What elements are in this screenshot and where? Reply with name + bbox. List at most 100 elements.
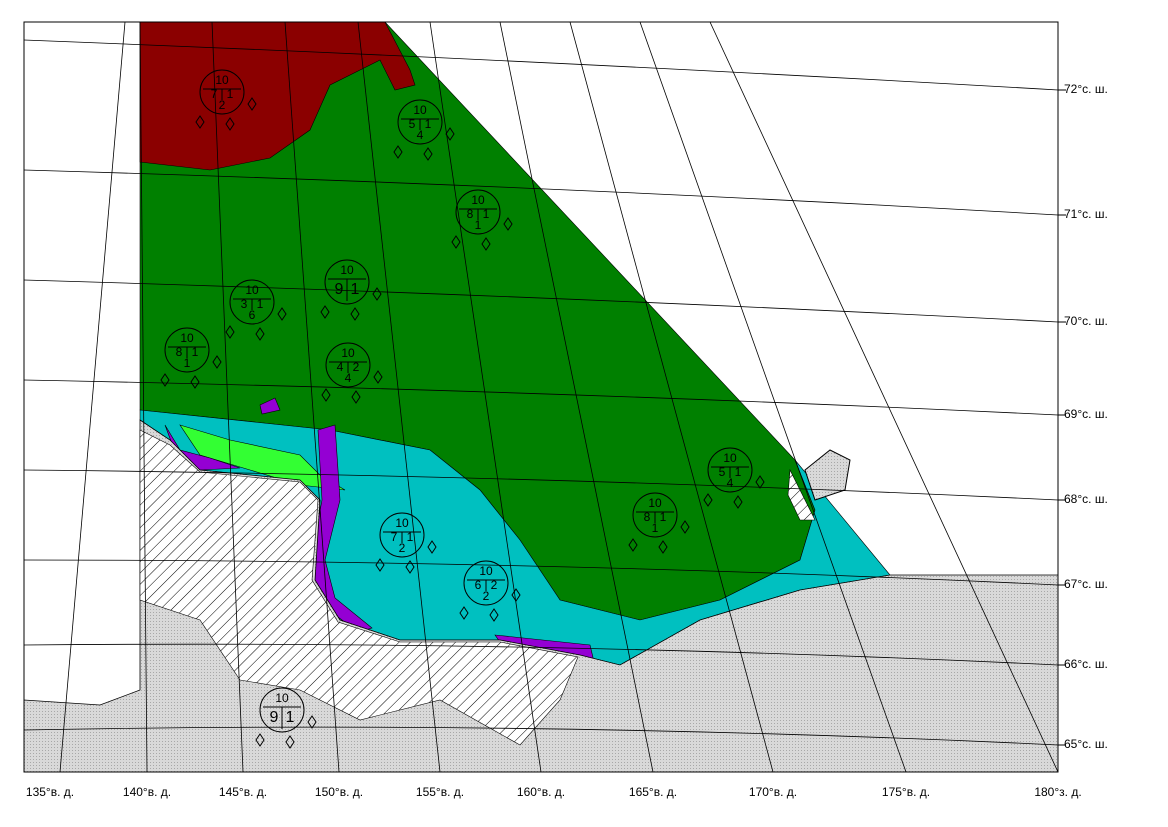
egg-partial: 9 — [335, 281, 344, 298]
latitude-label: 70°с. ш. — [1064, 314, 1108, 328]
ice-symbol — [703, 493, 713, 507]
egg-circle — [455, 189, 501, 235]
ice-symbol — [511, 588, 521, 602]
longitude-label: 170°в. д. — [749, 785, 797, 799]
egg-partial: 1 — [652, 521, 659, 535]
ice-symbol — [247, 97, 257, 111]
latitude-label: 65°с. ш. — [1064, 737, 1108, 751]
egg-total: 10 — [471, 193, 485, 207]
island — [804, 449, 851, 501]
ice-symbol — [445, 127, 455, 141]
egg-partial: 6 — [249, 308, 256, 322]
egg-circle — [324, 259, 370, 305]
ice-symbol — [427, 540, 437, 554]
latitude-label: 66°с. ш. — [1064, 657, 1108, 671]
egg-partial: 4 — [417, 128, 424, 142]
longitude-label: 160°в. д. — [517, 785, 565, 799]
ice-symbol — [489, 608, 499, 622]
egg-total: 10 — [648, 496, 662, 510]
egg-circle — [397, 99, 443, 145]
egg-circle — [707, 447, 753, 493]
ice-symbol — [423, 147, 433, 161]
ice-symbol — [320, 305, 330, 319]
ice-symbol — [255, 733, 265, 747]
egg-total: 10 — [340, 263, 354, 277]
ice-symbol — [350, 307, 360, 321]
egg-partial: 7 — [391, 530, 398, 544]
ice-symbol — [372, 287, 382, 301]
egg-partial: 1 — [192, 345, 199, 359]
map-frame — [23, 21, 1059, 773]
ice-symbol — [373, 370, 383, 384]
ice-symbol — [351, 390, 361, 404]
ice-symbol — [321, 388, 331, 402]
ice-symbol — [503, 217, 513, 231]
ice-symbol — [628, 538, 638, 552]
egg-partial: 3 — [241, 297, 248, 311]
egg-total: 10 — [413, 103, 427, 117]
egg-partial: 1 — [660, 510, 667, 524]
egg-circle — [379, 512, 425, 558]
ice-symbol — [285, 735, 295, 749]
egg-partial: 2 — [219, 98, 226, 112]
egg-partial: 1 — [286, 709, 295, 726]
latitude-label: 69°с. ш. — [1064, 407, 1108, 421]
ice-egg-code: 107 12 — [375, 512, 437, 574]
latitude-label: 67°с. ш. — [1064, 577, 1108, 591]
ice-symbol — [481, 237, 491, 251]
egg-total: 10 — [215, 73, 229, 87]
egg-circle — [632, 492, 678, 538]
ice-symbol — [405, 560, 415, 574]
egg-circle — [463, 560, 509, 606]
ice-symbol — [755, 475, 765, 489]
ice-egg-code: 10 9 1 — [255, 687, 317, 749]
egg-partial: 1 — [483, 207, 490, 221]
egg-circle — [325, 342, 371, 388]
fast-ice — [139, 429, 816, 746]
egg-partial: 1 — [407, 530, 414, 544]
egg-partial: 1 — [425, 117, 432, 131]
ice-symbol — [277, 307, 287, 321]
egg-partial: 1 — [735, 465, 742, 479]
ice-symbol — [225, 117, 235, 131]
egg-partial: 1 — [184, 356, 191, 370]
longitude-label: 150°в. д. — [315, 785, 363, 799]
egg-total: 10 — [723, 451, 737, 465]
egg-total: 10 — [341, 346, 355, 360]
egg-partial: 1 — [351, 281, 360, 298]
zone-dark-red — [139, 22, 416, 171]
egg-partial: 6 — [475, 578, 482, 592]
ice-symbol — [680, 520, 690, 534]
ice-symbol — [451, 235, 461, 249]
ice-symbol — [195, 115, 205, 129]
egg-partial: 4 — [727, 476, 734, 490]
ice-egg-code: 10 9 1 — [320, 259, 382, 321]
ice-egg-code: 105 14 — [703, 447, 765, 509]
egg-partial: 8 — [176, 345, 183, 359]
graticule — [24, 22, 1058, 772]
ice-egg-code: 105 14 — [393, 99, 455, 161]
egg-circle — [229, 279, 275, 325]
egg-circle — [164, 327, 210, 373]
egg-partial: 2 — [399, 541, 406, 555]
egg-total: 10 — [275, 691, 289, 705]
egg-circle — [199, 69, 245, 115]
egg-partial: 7 — [211, 87, 218, 101]
ice-symbol — [658, 540, 668, 554]
longitude-label: 180°з. д. — [1034, 785, 1081, 799]
longitude-label: 155°в. д. — [416, 785, 464, 799]
ice-symbol — [459, 606, 469, 620]
egg-partial: 2 — [353, 360, 360, 374]
egg-partial: 4 — [345, 371, 352, 385]
ice-egg-code: 108 11 — [160, 327, 222, 389]
egg-total: 10 — [479, 564, 493, 578]
ice-symbol — [160, 373, 170, 387]
longitude-label: 135°в. д. — [26, 785, 74, 799]
egg-partial: 1 — [257, 297, 264, 311]
longitude-label: 140°в. д. — [123, 785, 171, 799]
ice-egg-code: 107 12 — [195, 69, 257, 131]
ice-symbol — [375, 558, 385, 572]
egg-total: 10 — [395, 516, 409, 530]
egg-partial: 2 — [491, 578, 498, 592]
